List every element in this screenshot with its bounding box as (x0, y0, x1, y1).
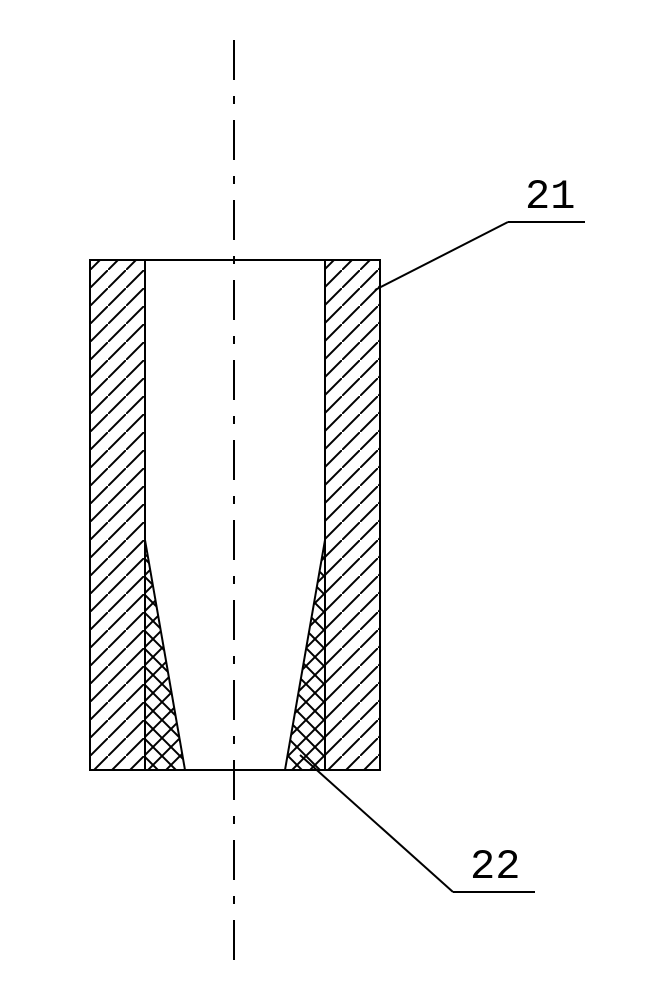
callout-label-21: 21 (525, 173, 575, 221)
diagram-svg (0, 0, 651, 1000)
diagram-canvas: 21 22 (0, 0, 651, 1000)
callout-label-22: 22 (470, 843, 520, 891)
